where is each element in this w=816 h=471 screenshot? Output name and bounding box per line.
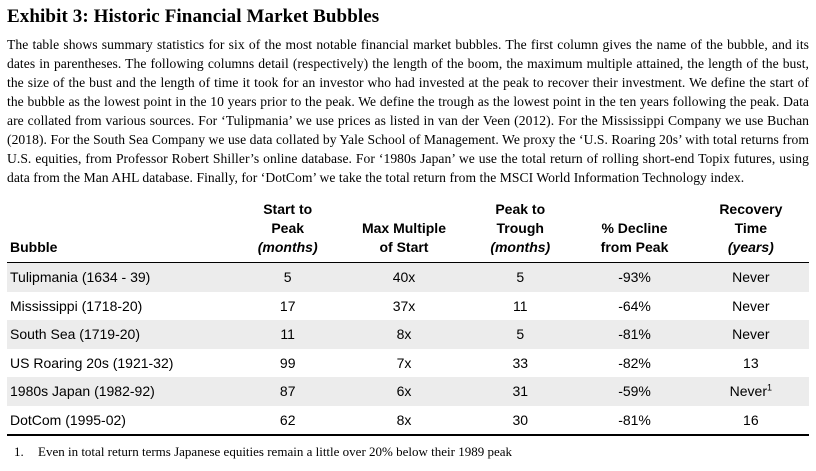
pct-decline-cell: -82% [618, 354, 651, 371]
column-header-unit-line: (months) [257, 239, 318, 255]
column-header-bubble: Bubble [7, 200, 232, 263]
table-row-dotcom: DotCom (1995-02) 62 8x 30 -81% 16 [7, 406, 809, 436]
bubble-name-cell: DotCom (1995-02) [10, 411, 126, 428]
column-header-line: of Start [379, 239, 429, 255]
recovery-time-value: 13 [743, 354, 759, 371]
peak-to-trough-cell: 5 [516, 269, 525, 285]
column-header-line: Max Multiple [361, 220, 446, 236]
bubble-name-cell: 1980s Japan (1982-92) [10, 383, 155, 399]
recovery-time-value: Never [729, 383, 767, 399]
exhibit-description: The table shows summary statistics for s… [7, 37, 809, 185]
recovery-time-cell: 16 [693, 406, 809, 436]
column-header-line: % Decline [601, 220, 668, 236]
start-to-peak-cell: 62 [279, 411, 296, 428]
exhibit-title: Exhibit 3: Historic Financial Market Bub… [7, 6, 380, 27]
start-to-peak-cell: 11 [280, 326, 295, 342]
pct-decline-cell: -64% [618, 297, 651, 314]
peak-to-trough-cell: 5 [516, 326, 525, 342]
recovery-footnote-ref: 1 [767, 382, 773, 393]
recovery-time-value: Never [732, 326, 770, 342]
peak-to-trough-cell: 31 [512, 383, 529, 399]
column-header-line: from Peak [600, 239, 669, 255]
column-header-line: Peak to [495, 201, 546, 217]
recovery-time-cell: Never [693, 320, 809, 349]
column-header-pct-decline: % Decline from Peak [576, 200, 693, 263]
recovery-time-value: Never [732, 297, 770, 314]
column-header-unit-line: (months) [490, 239, 551, 255]
bubbles-table: Bubble Start to Peak (months) Max Multip… [7, 200, 809, 436]
column-header-line: Recovery [719, 201, 783, 217]
column-header-unit-line: (years) [727, 239, 774, 255]
recovery-time-value: 16 [743, 411, 759, 428]
pct-decline-cell: -93% [618, 269, 651, 285]
pct-decline-cell: -81% [618, 411, 651, 428]
start-to-peak-cell: 87 [279, 383, 296, 399]
peak-to-trough-cell: 33 [512, 354, 529, 371]
column-header-line: Trough [496, 220, 544, 236]
table-header-row: Bubble Start to Peak (months) Max Multip… [7, 200, 809, 263]
column-header-line: Bubble [10, 239, 58, 255]
max-multiple-cell: 7x [396, 354, 412, 371]
column-header-line: Start to [263, 201, 313, 217]
table-row-tulipmania: Tulipmania (1634 - 39) 5 40x 5 -93% Neve… [7, 262, 809, 292]
column-header-line: Peak [271, 220, 305, 236]
peak-to-trough-cell: 11 [512, 297, 528, 314]
recovery-time-value: Never [732, 269, 770, 285]
max-multiple-cell: 8x [396, 326, 412, 342]
column-header-line: Time [734, 220, 768, 236]
table-row-us-roaring-20s: US Roaring 20s (1921-32) 99 7x 33 -82% 1… [7, 349, 809, 378]
bubble-name-cell: Tulipmania (1634 - 39) [10, 269, 151, 285]
pct-decline-cell: -59% [618, 383, 651, 399]
table-row-1980s-japan: 1980s Japan (1982-92) 87 6x 31 -59% Neve… [7, 377, 809, 406]
recovery-time-cell: Never [693, 292, 809, 321]
max-multiple-cell: 37x [392, 297, 416, 314]
column-header-start-to-peak: Start to Peak (months) [231, 200, 344, 263]
table-row-mississippi: Mississippi (1718-20) 17 37x 11 -64% Nev… [7, 292, 809, 321]
peak-to-trough-cell: 30 [512, 411, 529, 428]
pct-decline-cell: -81% [618, 326, 651, 342]
max-multiple-cell: 40x [392, 269, 416, 285]
recovery-time-cell: Never1 [693, 377, 809, 406]
footnote: 1. Even in total return terms Japanese e… [7, 443, 809, 460]
column-header-recovery-time: Recovery Time (years) [692, 200, 809, 263]
recovery-time-cell: 13 [693, 349, 809, 378]
bubble-name-cell: US Roaring 20s (1921-32) [10, 354, 174, 371]
start-to-peak-cell: 5 [283, 269, 292, 285]
footnote-marker: 1. [14, 444, 24, 459]
column-header-max-multiple: Max Multiple of Start [343, 200, 465, 263]
start-to-peak-cell: 99 [279, 354, 296, 371]
bubble-name-cell: Mississippi (1718-20) [10, 297, 143, 314]
column-header-peak-to-trough: Peak to Trough (months) [464, 200, 577, 263]
bubble-name-cell: South Sea (1719-20) [10, 326, 140, 342]
max-multiple-cell: 8x [396, 411, 412, 428]
recovery-time-cell: Never [693, 263, 809, 292]
start-to-peak-cell: 17 [279, 297, 296, 314]
table-row-south-sea: South Sea (1719-20) 11 8x 5 -81% Never [7, 320, 809, 349]
footnote-text: Even in total return terms Japanese equi… [38, 444, 512, 459]
max-multiple-cell: 6x [396, 383, 412, 399]
